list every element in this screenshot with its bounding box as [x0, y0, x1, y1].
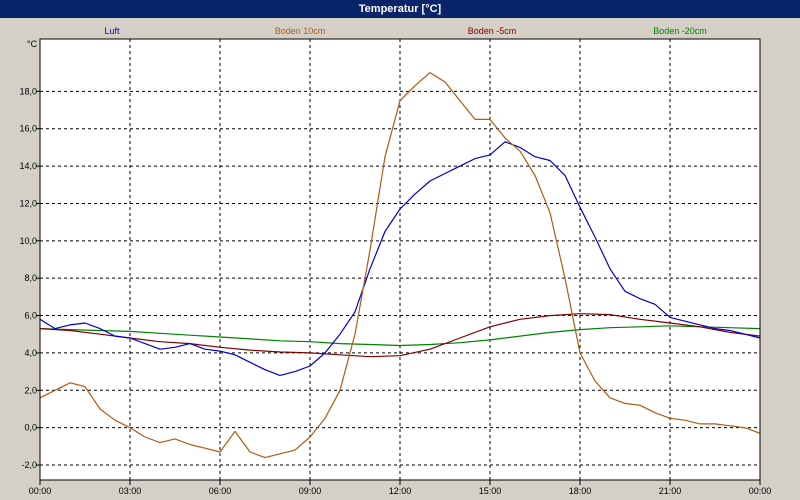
legend-entry: Boden -5cm — [468, 26, 517, 36]
y-axis-label: °C — [27, 39, 38, 49]
grid — [40, 39, 760, 480]
x-tick-time: 21:00 — [659, 486, 682, 496]
y-tick-label: 0,0 — [24, 423, 37, 433]
y-tick-label: 18,0 — [19, 86, 37, 96]
x-tick-time: 06:00 — [209, 486, 232, 496]
x-tick-time: 15:00 — [479, 486, 502, 496]
y-tick-label: 6,0 — [24, 311, 37, 321]
series-line-boden-5cm — [39, 313, 761, 358]
y-tick-label: -2,0 — [21, 460, 37, 470]
y-tick-label: 14,0 — [19, 161, 37, 171]
series-layer — [39, 71, 761, 459]
legend: Luft Boden 10cm Boden -5cm Boden -20cm — [104, 26, 706, 36]
y-tick-label: 8,0 — [24, 273, 37, 283]
y-tick-label: 10,0 — [19, 236, 37, 246]
series-line-luft — [39, 141, 761, 376]
temperature-chart: °C -2,0 0,0 2,0 4,0 6,0 8,0 10,0 12,0 14,0 16,0 18… — [19, 26, 772, 496]
series-line-boden-20cm — [39, 325, 761, 347]
y-tick-label: 2,0 — [24, 385, 37, 395]
y-tick-label: 12,0 — [19, 198, 37, 208]
y-tick-label: 16,0 — [19, 124, 37, 134]
series-line-boden-10cm — [39, 71, 761, 459]
x-tick-time: 09:00 — [299, 486, 322, 496]
x-tick-time: 00:00 — [749, 486, 772, 496]
y-tick-label: 4,0 — [24, 348, 37, 358]
x-tick-time: 18:00 — [569, 486, 592, 496]
chart-title: Temperatur [°C] — [0, 0, 800, 18]
y-axis-ticks: -2,0 0,0 2,0 4,0 6,0 8,0 10,0 12,0 14,0 16,0 18,0 — [19, 86, 40, 470]
x-tick-time: 00:00 — [29, 486, 52, 496]
x-tick-time: 12:00 — [389, 486, 412, 496]
legend-entry: Luft — [104, 26, 120, 36]
x-tick-time: 03:00 — [119, 486, 142, 496]
legend-entry: Boden -20cm — [653, 26, 707, 36]
legend-entry: Boden 10cm — [275, 26, 326, 36]
x-axis-ticks: 00:0013.02.2303:0013.02.2306:0013.02.230… — [29, 480, 772, 496]
